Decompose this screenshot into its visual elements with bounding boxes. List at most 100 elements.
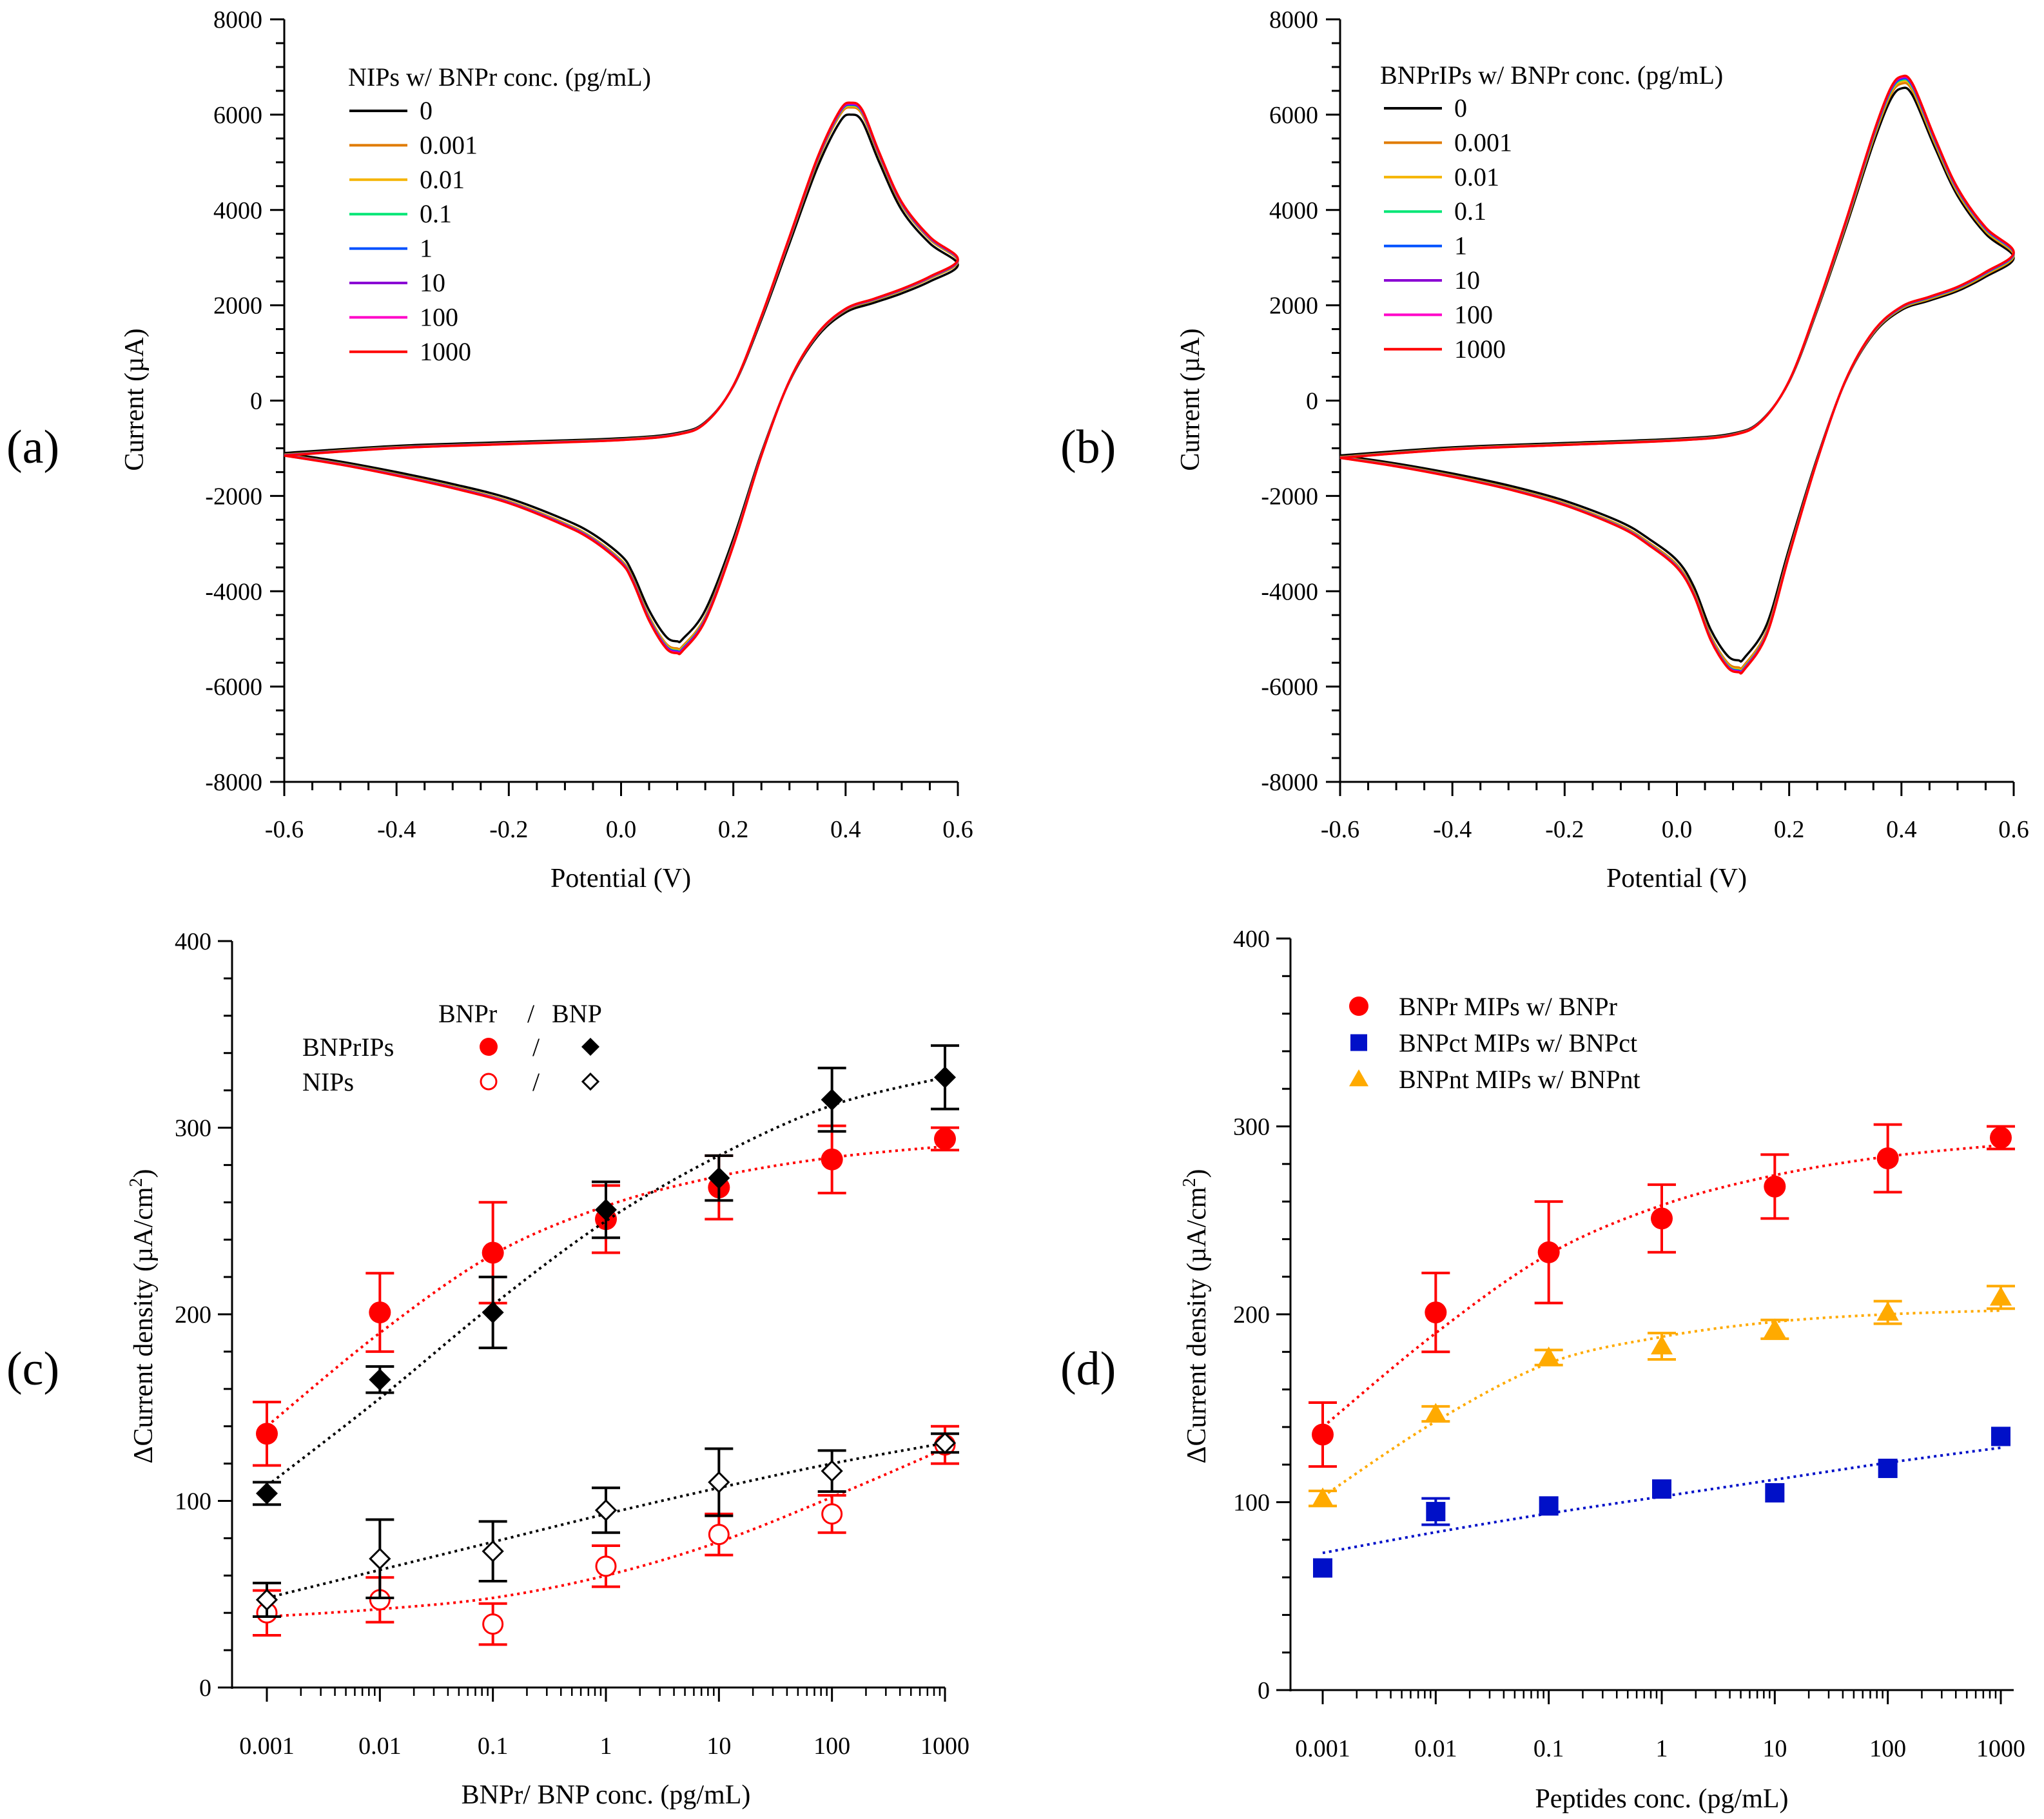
legend-marker-bnprips-bnp xyxy=(581,1038,599,1056)
legend-label: 0.01 xyxy=(420,165,465,194)
y-axis-label-d-sup: 2 xyxy=(1180,1178,1200,1187)
x-tick-label: 0.001 xyxy=(239,1733,295,1760)
data-point-circle-filled xyxy=(256,1423,278,1445)
legend-c-col2: BNP xyxy=(552,999,602,1028)
data-point-square-filled xyxy=(1426,1502,1446,1522)
x-axis-label-a: Potential (V) xyxy=(550,864,691,893)
data-point-triangle-filled xyxy=(1651,1335,1673,1355)
x-axis-label-b: Potential (V) xyxy=(1606,864,1747,893)
data-point-square-filled xyxy=(1652,1479,1671,1499)
y-tick-label: -4000 xyxy=(1261,578,1318,605)
legend-c-col1: BNPr xyxy=(438,999,497,1028)
cv-trace-1 xyxy=(1339,77,2015,674)
legend-marker-1 xyxy=(1350,1034,1367,1051)
data-point-diamond-filled xyxy=(934,1066,956,1089)
legend-c-header-sep: / xyxy=(527,999,535,1028)
legend-title-b: BNPrIPs w/ BNPr conc. (pg/mL) xyxy=(1380,61,1723,90)
cv-trace-0.01 xyxy=(1339,79,2015,672)
y-axis-label-c-end: ) xyxy=(129,1169,159,1178)
y-axis-label-c-main: ΔCurrent density (µA/cm xyxy=(129,1187,159,1463)
legend-label: 1000 xyxy=(420,337,471,366)
x-tick-label: 0.001 xyxy=(1295,1735,1350,1762)
y-tick-label: 6000 xyxy=(1269,102,1318,129)
cv-trace-0.1 xyxy=(1339,78,2015,673)
legend-c-row1: BNPrIPs xyxy=(302,1033,394,1062)
data-point-circle-filled xyxy=(1537,1241,1560,1263)
x-tick-label: 0.4 xyxy=(1886,816,1917,843)
y-tick-label: -6000 xyxy=(205,674,262,701)
y-tick-label: 300 xyxy=(175,1115,211,1142)
y-tick-label: -6000 xyxy=(1261,674,1318,701)
x-axis-label-c: BNPr/ BNP conc. (pg/mL) xyxy=(462,1780,751,1810)
cv-trace-1000 xyxy=(1339,74,2015,675)
panel-label-a: (a) xyxy=(6,421,59,474)
y-tick-label: 300 xyxy=(1233,1114,1270,1141)
x-tick-label: 100 xyxy=(1869,1735,1906,1762)
legend-c-row2-sep: / xyxy=(532,1067,540,1096)
data-point-diamond-open xyxy=(708,1471,730,1493)
data-point-triangle-filled xyxy=(1312,1487,1334,1507)
x-tick-label: -0.4 xyxy=(1433,816,1472,843)
y-axis-label-d-end: ) xyxy=(1182,1169,1212,1178)
legend-label: 0.1 xyxy=(1454,197,1486,226)
data-point-square-filled xyxy=(1878,1459,1898,1479)
legend-label: 10 xyxy=(1454,266,1480,295)
y-tick-label: 200 xyxy=(1233,1301,1270,1328)
y-tick-label: 400 xyxy=(175,928,211,955)
legend-label: 0.001 xyxy=(1454,128,1512,157)
data-point-triangle-filled xyxy=(1425,1403,1447,1423)
legend-label: BNPr MIPs w/ BNPr xyxy=(1399,992,1617,1021)
cv-trace-0.001 xyxy=(284,106,959,651)
x-tick-label: -0.6 xyxy=(1321,816,1359,843)
x-tick-label: -0.2 xyxy=(489,816,528,843)
data-point-triangle-filled xyxy=(1876,1301,1899,1321)
data-point-diamond-filled xyxy=(256,1482,278,1504)
y-tick-label: -2000 xyxy=(1261,483,1318,510)
data-point-square-filled xyxy=(1765,1483,1785,1503)
cv-trace-0.001 xyxy=(1339,81,2015,670)
data-point-circle-filled xyxy=(1312,1423,1334,1446)
x-tick-label: 0.01 xyxy=(358,1733,402,1760)
cv-trace-0.01 xyxy=(284,104,959,652)
panel-a-cv-nips: (a) Potential (V) Current (µA) NIPs w/ B… xyxy=(6,6,973,893)
y-axis-label-a: Current (µA) xyxy=(120,328,150,471)
panel-d-peptides: (d) Peptides conc. (pg/mL) ΔCurrent dens… xyxy=(1060,926,2025,1814)
data-point-circle-open xyxy=(482,1613,504,1635)
legend-c: BNPr / BNP BNPrIPs NIPs / / xyxy=(302,999,602,1096)
data-point-circle-filled xyxy=(1764,1175,1786,1198)
data-point-square-filled xyxy=(1539,1496,1559,1516)
cv-trace-100 xyxy=(1339,75,2015,674)
data-point-circle-filled xyxy=(1651,1207,1673,1230)
panel-label-d: (d) xyxy=(1060,1343,1116,1396)
y-tick-label: 4000 xyxy=(1269,197,1318,224)
x-tick-label: 1000 xyxy=(1976,1735,2025,1762)
y-tick-label: 200 xyxy=(175,1301,211,1328)
cv-trace-10 xyxy=(284,102,959,654)
x-tick-label: 1 xyxy=(1656,1735,1668,1762)
panel-label-b: (b) xyxy=(1060,421,1116,474)
data-point-diamond-open xyxy=(933,1432,957,1454)
data-point-diamond-open xyxy=(594,1499,618,1522)
legend-marker-bnprips-bnpr xyxy=(480,1038,498,1056)
cv-trace-100 xyxy=(284,102,959,655)
legend-label: 1 xyxy=(1454,231,1467,260)
panel-label-c: (c) xyxy=(6,1343,59,1396)
x-tick-label: 10 xyxy=(706,1733,731,1760)
y-tick-label: 0 xyxy=(199,1675,211,1702)
y-axis-label-c: ΔCurrent density (µA/cm2) xyxy=(126,1169,159,1463)
x-tick-label: 0.6 xyxy=(942,816,973,843)
cv-trace-0 xyxy=(1339,86,2015,663)
legend-label: 10 xyxy=(420,268,445,297)
data-point-diamond-open xyxy=(369,1548,391,1570)
y-tick-label: -2000 xyxy=(205,483,262,510)
legend-label: 0 xyxy=(1454,93,1467,122)
data-point-triangle-filled xyxy=(1990,1286,2012,1306)
y-tick-label: 100 xyxy=(1233,1490,1270,1517)
x-tick-label: -0.4 xyxy=(377,816,416,843)
x-tick-label: 0.1 xyxy=(1533,1735,1564,1762)
legend-marker-nips-bnpr xyxy=(480,1073,498,1091)
legend-marker-nips-bnp xyxy=(581,1072,600,1091)
legend-label: 0.001 xyxy=(420,130,478,159)
data-point-circle-filled xyxy=(934,1127,956,1150)
